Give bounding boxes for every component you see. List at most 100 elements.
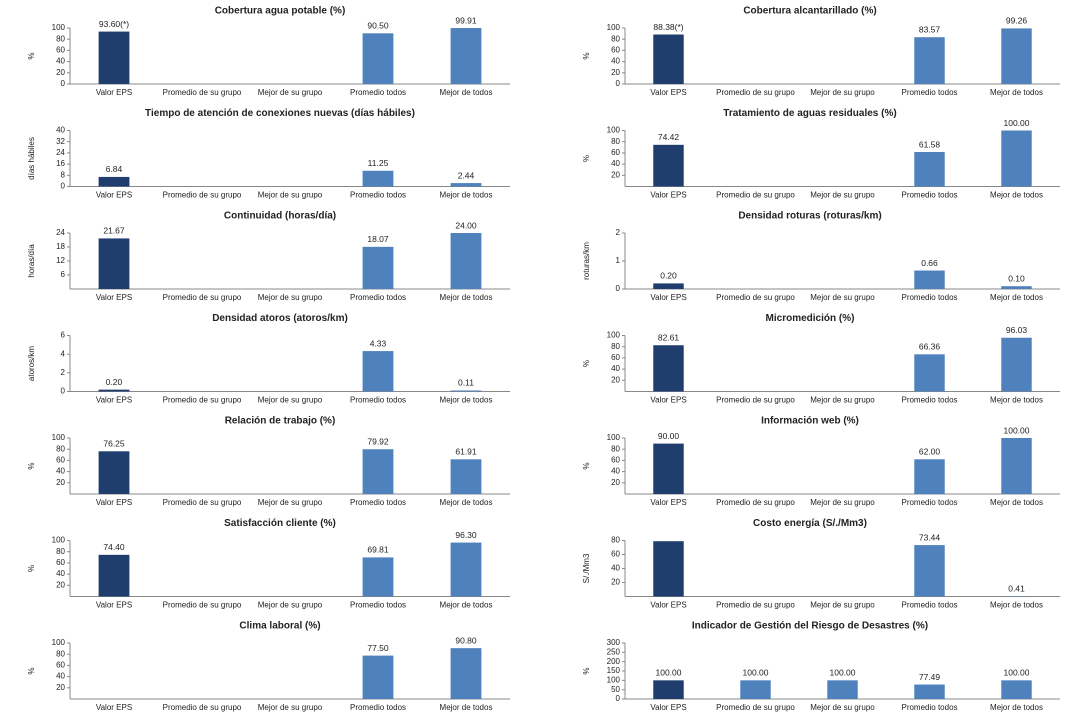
value-label: 21.67 [103, 226, 125, 236]
x-tick-label: Valor EPS [96, 703, 132, 712]
y-tick-label: 40 [56, 467, 65, 476]
chart-title: Relación de trabajo (%) [225, 416, 336, 427]
bar [362, 449, 394, 494]
y-axis-label: atoros/km [27, 346, 36, 381]
value-label: 74.40 [103, 542, 125, 552]
value-label: 82.61 [658, 332, 680, 342]
y-tick-label: 80 [56, 34, 65, 43]
value-label: 93.60(*) [99, 19, 129, 29]
y-tick-label: 100 [52, 23, 66, 32]
y-tick-label: 60 [611, 148, 620, 157]
value-label: 99.91 [455, 15, 477, 25]
y-tick-label: 20 [611, 170, 620, 179]
y-axis-label: roturas/km [582, 242, 591, 280]
x-tick-label: Mejor de todos [440, 703, 493, 712]
bar [450, 183, 482, 187]
x-tick-label: Valor EPS [96, 191, 132, 200]
bar [450, 28, 482, 84]
x-tick-label: Valor EPS [650, 601, 686, 610]
bar [914, 459, 945, 494]
x-tick-label: Promedio todos [350, 293, 406, 302]
y-tick-label: 6 [61, 270, 66, 279]
y-tick-label: 0 [616, 79, 621, 88]
bar [653, 443, 684, 494]
chart-title: Micromedición (%) [766, 313, 855, 324]
bar [914, 545, 945, 597]
bar [362, 557, 394, 597]
y-tick-label: 80 [611, 342, 620, 351]
value-label: 100.00 [1004, 425, 1030, 435]
value-label: 0.41 [1008, 583, 1025, 593]
value-label: 77.50 [367, 643, 389, 653]
y-tick-label: 100 [607, 675, 621, 684]
y-tick-label: 24 [56, 148, 65, 157]
x-tick-label: Valor EPS [650, 293, 686, 302]
chart-title: Indicador de Gestión del Riesgo de Desas… [692, 621, 928, 632]
bar [362, 170, 394, 187]
x-tick-label: Promedio todos [901, 703, 957, 712]
x-tick-label: Valor EPS [650, 703, 686, 712]
value-label: 100.00 [743, 668, 769, 678]
y-tick-label: 80 [611, 444, 620, 453]
y-tick-label: 20 [56, 68, 65, 77]
y-tick-label: 100 [607, 126, 621, 135]
x-tick-label: Valor EPS [650, 88, 686, 97]
y-tick-label: 20 [611, 478, 620, 487]
x-tick-label: Mejor de su grupo [258, 293, 323, 302]
y-tick-label: 80 [611, 34, 620, 43]
bar [653, 345, 684, 392]
x-tick-label: Valor EPS [96, 88, 132, 97]
bar [1001, 28, 1032, 85]
value-label: 0.20 [660, 271, 677, 281]
bar [450, 233, 482, 289]
bar [98, 389, 130, 392]
x-tick-label: Mejor de todos [440, 498, 493, 507]
value-label: 73.44 [919, 532, 941, 542]
value-label: 83.57 [919, 24, 941, 34]
value-label: 61.91 [455, 447, 477, 457]
bar [1001, 680, 1032, 699]
y-tick-label: 6 [61, 331, 66, 340]
y-tick-label: 250 [607, 647, 621, 656]
y-tick-label: 40 [56, 126, 65, 135]
y-axis-label: % [27, 565, 36, 572]
value-label: 90.80 [455, 635, 477, 645]
chart-title: Densidad roturas (roturas/km) [738, 211, 881, 222]
x-tick-label: Promedio todos [901, 396, 957, 405]
x-tick-label: Promedio todos [901, 498, 957, 507]
value-label: 24.00 [455, 220, 477, 230]
x-tick-label: Mejor de todos [990, 293, 1043, 302]
x-tick-label: Promedio de su grupo [163, 293, 242, 302]
x-tick-label: Promedio de su grupo [716, 601, 795, 610]
bar [653, 144, 684, 187]
y-tick-label: 20 [611, 375, 620, 384]
bar [450, 542, 482, 597]
y-axis-label: % [582, 462, 591, 469]
y-tick-label: 40 [611, 564, 620, 573]
bar [653, 283, 684, 289]
value-label: 61.58 [919, 139, 941, 149]
x-tick-label: Valor EPS [96, 293, 132, 302]
y-tick-label: 40 [56, 569, 65, 578]
bar [98, 451, 130, 494]
bar [450, 648, 482, 699]
x-tick-label: Promedio todos [350, 88, 406, 97]
y-tick-label: 80 [611, 536, 620, 545]
y-axis-label: % [582, 360, 591, 367]
y-tick-label: 2 [616, 228, 621, 237]
x-tick-label: Promedio todos [901, 293, 957, 302]
x-tick-label: Mejor de su grupo [258, 601, 323, 610]
x-tick-label: Mejor de su grupo [810, 396, 875, 405]
y-tick-label: 100 [607, 23, 621, 32]
y-tick-label: 60 [56, 558, 65, 567]
value-label: 62.00 [919, 447, 941, 457]
y-tick-label: 200 [607, 657, 621, 666]
bar [1001, 438, 1032, 494]
y-tick-label: 100 [607, 433, 621, 442]
y-axis-label: horas/día [27, 244, 36, 278]
y-tick-label: 8 [61, 170, 66, 179]
bar [362, 246, 394, 289]
y-tick-label: 0 [61, 387, 66, 396]
value-label: 2.44 [458, 170, 475, 180]
y-axis-label: % [582, 667, 591, 674]
